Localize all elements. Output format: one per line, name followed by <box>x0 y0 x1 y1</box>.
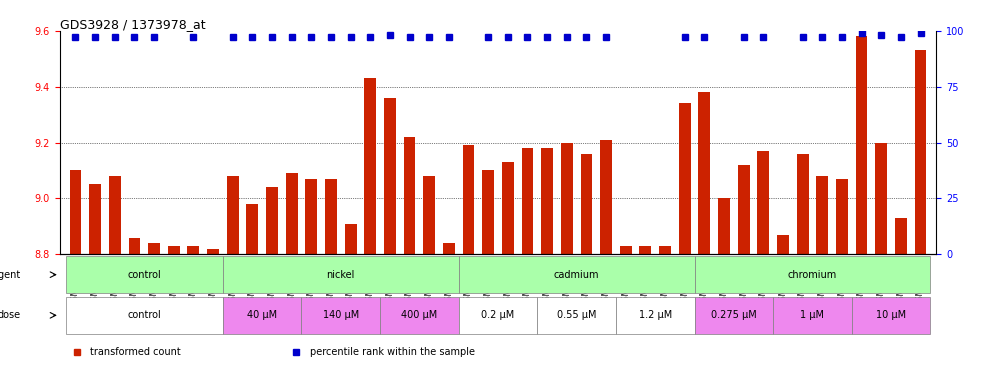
Text: 1.2 μM: 1.2 μM <box>638 310 672 320</box>
Text: transformed count: transformed count <box>91 347 181 357</box>
FancyBboxPatch shape <box>380 297 459 334</box>
FancyBboxPatch shape <box>66 257 223 293</box>
FancyBboxPatch shape <box>223 297 302 334</box>
Bar <box>482 170 494 254</box>
Text: control: control <box>127 310 161 320</box>
Bar <box>718 199 730 254</box>
Text: percentile rank within the sample: percentile rank within the sample <box>310 347 474 357</box>
Bar <box>679 103 690 254</box>
Bar <box>836 179 848 254</box>
Bar <box>797 154 809 254</box>
Text: 0.55 μM: 0.55 μM <box>557 310 597 320</box>
Bar <box>502 162 514 254</box>
Bar <box>581 154 593 254</box>
Bar <box>443 243 455 254</box>
Bar <box>522 148 534 254</box>
FancyBboxPatch shape <box>537 297 616 334</box>
Bar <box>70 170 82 254</box>
Bar <box>561 142 573 254</box>
FancyBboxPatch shape <box>852 297 930 334</box>
FancyBboxPatch shape <box>66 297 223 334</box>
Text: 400 μM: 400 μM <box>401 310 437 320</box>
Bar <box>345 223 357 254</box>
Bar <box>856 36 868 254</box>
FancyBboxPatch shape <box>459 297 537 334</box>
Bar <box>286 173 298 254</box>
Text: 40 μM: 40 μM <box>247 310 277 320</box>
Text: control: control <box>127 270 161 280</box>
Text: 0.2 μM: 0.2 μM <box>481 310 515 320</box>
Text: agent: agent <box>0 270 20 280</box>
Bar <box>875 142 887 254</box>
Bar <box>168 246 179 254</box>
Bar <box>227 176 239 254</box>
FancyBboxPatch shape <box>694 257 930 293</box>
Text: dose: dose <box>0 310 20 320</box>
Bar <box>601 140 612 254</box>
Bar <box>914 50 926 254</box>
Text: chromium: chromium <box>788 270 837 280</box>
FancyBboxPatch shape <box>694 297 773 334</box>
Bar <box>817 176 828 254</box>
Bar <box>246 204 258 254</box>
Bar <box>738 165 750 254</box>
FancyBboxPatch shape <box>459 257 694 293</box>
Bar <box>148 243 160 254</box>
Bar <box>895 218 906 254</box>
Text: 0.275 μM: 0.275 μM <box>711 310 757 320</box>
Bar <box>306 179 317 254</box>
Text: nickel: nickel <box>327 270 355 280</box>
Text: 1 μM: 1 μM <box>801 310 825 320</box>
FancyBboxPatch shape <box>616 297 694 334</box>
Bar <box>128 238 140 254</box>
FancyBboxPatch shape <box>223 257 459 293</box>
Bar <box>659 246 671 254</box>
Bar <box>207 249 219 254</box>
Bar <box>462 145 474 254</box>
Bar <box>541 148 553 254</box>
FancyBboxPatch shape <box>302 297 380 334</box>
Bar <box>109 176 121 254</box>
Bar <box>266 187 278 254</box>
Bar <box>777 235 789 254</box>
Bar <box>365 78 376 254</box>
Bar <box>639 246 651 254</box>
Bar <box>384 98 395 254</box>
Text: cadmium: cadmium <box>554 270 600 280</box>
Text: GDS3928 / 1373978_at: GDS3928 / 1373978_at <box>60 18 205 31</box>
Bar <box>757 151 769 254</box>
Text: 10 μM: 10 μM <box>875 310 906 320</box>
Bar <box>423 176 435 254</box>
Bar <box>620 246 631 254</box>
FancyBboxPatch shape <box>773 297 852 334</box>
Bar <box>187 246 199 254</box>
Bar <box>90 184 101 254</box>
Bar <box>403 137 415 254</box>
Bar <box>698 92 710 254</box>
Text: 140 μM: 140 μM <box>323 310 359 320</box>
Bar <box>325 179 337 254</box>
